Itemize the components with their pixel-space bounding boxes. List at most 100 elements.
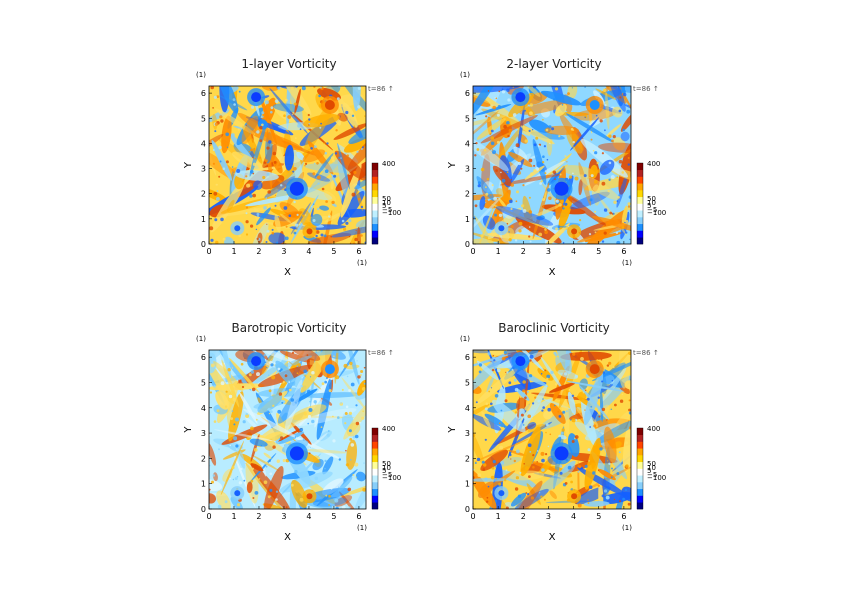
- vorticity-speckle: [338, 486, 340, 488]
- vorticity-speckle: [567, 92, 570, 95]
- vorticity-speckle: [541, 409, 544, 412]
- vorticity-filament: [476, 118, 506, 140]
- vorticity-speckle: [212, 162, 215, 165]
- vorticity-filament: [513, 146, 528, 160]
- y-tick-label: 3: [465, 165, 470, 174]
- vortex-core: [498, 490, 505, 497]
- colorbar-segment: [637, 196, 643, 204]
- vorticity-speckle: [558, 135, 561, 138]
- vorticity-speckle: [360, 374, 362, 376]
- vorticity-speckle: [530, 496, 535, 500]
- vorticity-speckle: [616, 240, 621, 244]
- vorticity-speckle: [512, 86, 514, 88]
- vorticity-filament: [210, 181, 245, 233]
- colorbar-label: 50: [647, 195, 656, 203]
- vorticity-speckle: [267, 190, 272, 194]
- vorticity-speckle: [363, 462, 365, 464]
- vorticity-filament: [243, 408, 298, 438]
- vorticity-speckle: [309, 446, 312, 449]
- vorticity-filament: [473, 403, 490, 423]
- vorticity-speckle: [345, 463, 349, 467]
- vorticity-filament: [284, 379, 303, 434]
- vorticity-speckle: [532, 402, 535, 405]
- vorticity-filament: [317, 87, 341, 101]
- vorticity-speckle: [490, 141, 495, 146]
- vorticity-speckle: [572, 413, 574, 415]
- vorticity-filament: [330, 180, 334, 190]
- vorticity-filament: [567, 391, 576, 415]
- vorticity-speckle: [276, 459, 280, 463]
- colorbar-segment: [637, 223, 643, 231]
- x-tick-label: 5: [331, 512, 336, 521]
- colorbar-frame: [371, 162, 379, 245]
- vorticity-filament: [580, 138, 628, 178]
- vorticity-filament: [303, 392, 363, 399]
- vorticity-speckle: [527, 443, 532, 448]
- vorticity-filament: [476, 360, 499, 381]
- vorticity-speckle: [300, 384, 304, 388]
- x-axis-label: X: [549, 532, 556, 543]
- vorticity-speckle: [325, 494, 328, 497]
- vorticity-speckle: [597, 396, 600, 399]
- vorticity-speckle: [524, 139, 528, 143]
- vorticity-speckle: [341, 219, 345, 223]
- vorticity-filament: [348, 124, 366, 145]
- vorticity-speckle: [480, 234, 484, 238]
- vorticity-speckle: [501, 356, 506, 361]
- vorticity-panel: 1-layer Vorticity 0 1 2 3 4 5 6 0 1 2 3 4 5 6 X Y (1) (1) t…: [183, 57, 401, 278]
- colorbar-segment: [637, 475, 643, 483]
- vorticity-speckle: [296, 372, 299, 375]
- vorticity-speckle: [523, 463, 525, 465]
- vorticity-filament: [219, 95, 248, 111]
- vorticity-speckle: [505, 469, 508, 472]
- vorticity-speckle: [500, 171, 502, 174]
- vorticity-speckle: [306, 354, 309, 357]
- vorticity-speckle: [528, 196, 531, 199]
- vorticity-speckle: [283, 206, 288, 210]
- vorticity-speckle: [299, 427, 304, 432]
- vorticity-speckle: [345, 449, 347, 452]
- vorticity-speckle: [285, 225, 288, 228]
- vorticity-speckle: [331, 156, 335, 160]
- vorticity-speckle: [608, 134, 612, 138]
- vorticity-speckle: [209, 391, 213, 394]
- vorticity-speckle: [596, 359, 598, 361]
- vorticity-speckle: [609, 211, 613, 215]
- vorticity-speckle: [513, 378, 517, 382]
- vorticity-speckle: [355, 421, 360, 426]
- vorticity-speckle: [603, 489, 608, 493]
- vorticity-speckle: [548, 196, 552, 200]
- vorticity-speckle: [546, 158, 549, 161]
- vorticity-speckle: [229, 444, 231, 447]
- vortex-core: [306, 493, 313, 500]
- vorticity-speckle: [546, 374, 551, 379]
- vorticity-speckle: [583, 174, 587, 178]
- vorticity-speckle: [270, 110, 273, 114]
- vorticity-speckle: [601, 494, 605, 498]
- vorticity-filament: [560, 165, 596, 177]
- vorticity-speckle: [266, 223, 268, 225]
- vorticity-speckle: [522, 209, 527, 213]
- vorticity-speckle: [520, 413, 524, 417]
- vorticity-speckle: [354, 237, 358, 242]
- vorticity-speckle: [360, 234, 363, 237]
- vorticity-speckle: [252, 497, 255, 499]
- vorticity-speckle: [527, 414, 531, 419]
- vorticity-speckle: [348, 389, 351, 392]
- time-label: t=86: [633, 349, 651, 357]
- vorticity-speckle: [266, 367, 268, 369]
- vorticity-speckle: [317, 175, 321, 180]
- vorticity-speckle: [232, 98, 236, 101]
- vorticity-speckle: [238, 379, 242, 383]
- vorticity-speckle: [313, 400, 317, 404]
- vorticity-speckle: [514, 487, 519, 491]
- vorticity-speckle: [492, 460, 496, 464]
- colorbar-label: 400: [382, 425, 395, 433]
- colorbar-segment: [372, 169, 378, 177]
- vorticity-speckle: [347, 412, 349, 414]
- colorbar-segment: [372, 428, 378, 436]
- vorticity-speckle: [233, 423, 236, 426]
- time-marker: ↑: [388, 85, 394, 93]
- vorticity-speckle: [485, 115, 488, 118]
- vorticity-speckle: [331, 200, 335, 205]
